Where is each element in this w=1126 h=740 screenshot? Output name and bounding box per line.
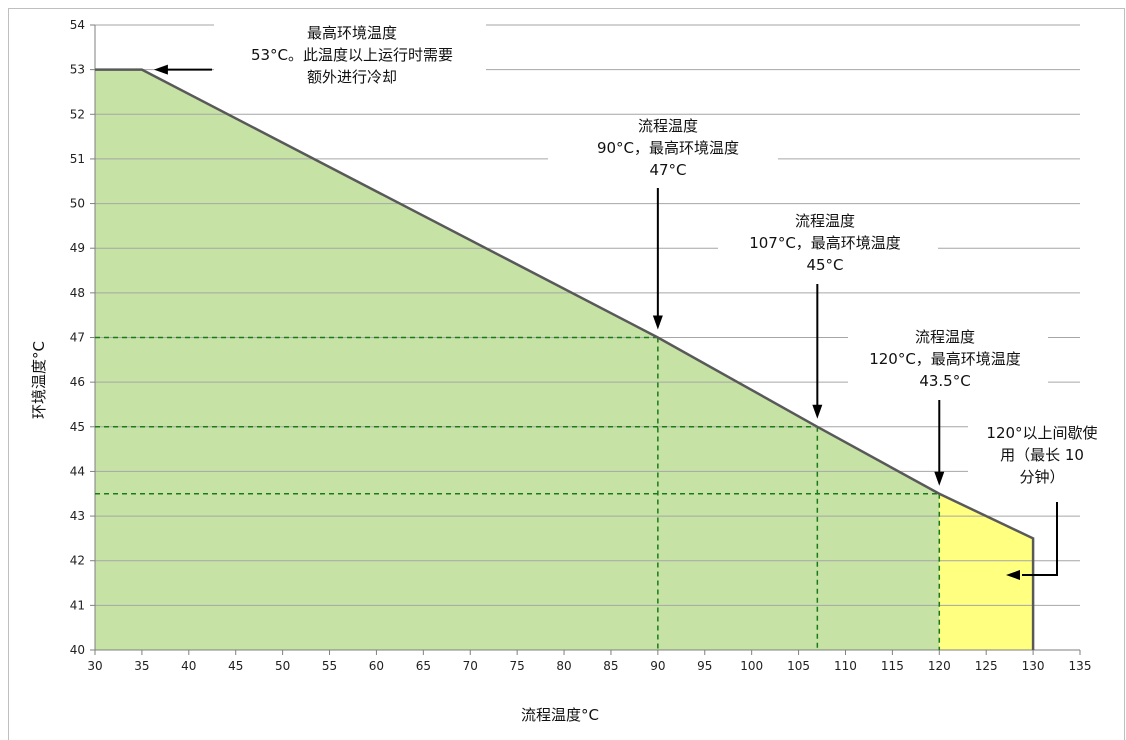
y-tick-label-54: 54 bbox=[70, 18, 85, 32]
x-tick-label-100: 100 bbox=[740, 659, 763, 673]
annotation-1-line-0: 流程温度 bbox=[638, 117, 698, 135]
x-tick-label-85: 85 bbox=[603, 659, 618, 673]
x-tick-label-95: 95 bbox=[697, 659, 712, 673]
x-tick-label-55: 55 bbox=[322, 659, 337, 673]
boundary-line bbox=[95, 68, 1035, 650]
x-tick-label-65: 65 bbox=[416, 659, 431, 673]
x-tick-label-75: 75 bbox=[510, 659, 525, 673]
annotation-4-line-1: 用（最长 10 bbox=[1000, 446, 1084, 464]
arrow-v-head-2 bbox=[934, 471, 945, 486]
x-tick-label-70: 70 bbox=[463, 659, 478, 673]
tick-layer: 40 41 42 43 44 45 46 47 48 49 50 51 52 53 54 30 35 40 45 50… bbox=[70, 18, 1092, 673]
annotation-2-line-2: 45°C bbox=[806, 256, 843, 274]
x-tick-label-80: 80 bbox=[556, 659, 571, 673]
fill-layer bbox=[95, 69, 1034, 650]
annotation-bg-2 bbox=[718, 212, 938, 284]
reference-layer bbox=[95, 336, 941, 650]
y-tick-label-40: 40 bbox=[70, 643, 85, 657]
x-tick-label-130: 130 bbox=[1022, 659, 1045, 673]
region-fill-0 bbox=[95, 69, 940, 650]
x-tick-label-35: 35 bbox=[134, 659, 149, 673]
y-tick-label-43: 43 bbox=[70, 509, 85, 523]
x-tick-label-110: 110 bbox=[834, 659, 857, 673]
y-tick-label-53: 53 bbox=[70, 63, 85, 77]
y-tick-label-41: 41 bbox=[70, 598, 85, 612]
y-tick-label-42: 42 bbox=[70, 554, 85, 568]
x-tick-label-45: 45 bbox=[228, 659, 243, 673]
annotation-3-line-2: 43.5°C bbox=[919, 372, 970, 390]
annotation-0-line-2: 额外进行冷却 bbox=[307, 68, 397, 86]
x-tick-label-125: 125 bbox=[975, 659, 998, 673]
annotation-4-line-2: 分钟） bbox=[1019, 468, 1064, 486]
y-tick-label-52: 52 bbox=[70, 107, 85, 121]
annotation-bg-4 bbox=[968, 424, 1118, 496]
x-tick-label-50: 50 bbox=[275, 659, 290, 673]
annotation-2-line-0: 流程温度 bbox=[795, 212, 855, 230]
y-tick-label-46: 46 bbox=[70, 375, 85, 389]
x-tick-label-120: 120 bbox=[928, 659, 951, 673]
arrow-v-head-0 bbox=[652, 315, 663, 330]
annotation-bg-0 bbox=[214, 24, 486, 96]
x-tick-label-115: 115 bbox=[881, 659, 904, 673]
arrow-v-head-1 bbox=[812, 404, 823, 419]
x-tick-label-105: 105 bbox=[787, 659, 810, 673]
annotation-3-line-0: 流程温度 bbox=[915, 328, 975, 346]
annotation-bg-1 bbox=[548, 116, 778, 188]
y-tick-label-51: 51 bbox=[70, 152, 85, 166]
annotation-2-line-1: 107°C，最高环境温度 bbox=[749, 234, 901, 252]
arrow-1-head bbox=[153, 64, 168, 75]
y-tick-label-44: 44 bbox=[70, 464, 85, 478]
y-tick-label-47: 47 bbox=[70, 331, 85, 345]
x-tick-label-135: 135 bbox=[1069, 659, 1092, 673]
annotation-0-line-1: 53°C。此温度以上运行时需要 bbox=[251, 46, 453, 64]
y-tick-label-50: 50 bbox=[70, 197, 85, 211]
x-tick-label-60: 60 bbox=[369, 659, 384, 673]
x-tick-label-90: 90 bbox=[650, 659, 665, 673]
y-tick-label-49: 49 bbox=[70, 241, 85, 255]
line-layer bbox=[95, 68, 1035, 650]
annotation-0-line-0: 最高环境温度 bbox=[307, 24, 397, 42]
arrow-elbow-head bbox=[1006, 570, 1020, 580]
annotation-4-line-0: 120°以上间歇使 bbox=[986, 424, 1097, 442]
x-axis-label: 流程温度°C bbox=[521, 706, 599, 724]
annotation-3-line-1: 120°C，最高环境温度 bbox=[869, 350, 1021, 368]
y-axis-label: 环境温度°C bbox=[30, 341, 48, 419]
x-tick-label-30: 30 bbox=[87, 659, 102, 673]
region-fill-1 bbox=[939, 493, 1034, 650]
arrow-elbow-shaft bbox=[1022, 502, 1058, 576]
annotation-1-line-1: 90°C，最高环境温度 bbox=[597, 139, 739, 157]
y-tick-label-45: 45 bbox=[70, 420, 85, 434]
y-tick-label-48: 48 bbox=[70, 286, 85, 300]
annotation-1-line-2: 47°C bbox=[649, 161, 686, 179]
chart-border bbox=[8, 8, 1125, 740]
x-tick-label-40: 40 bbox=[181, 659, 196, 673]
annotation-bg-3 bbox=[848, 328, 1048, 400]
